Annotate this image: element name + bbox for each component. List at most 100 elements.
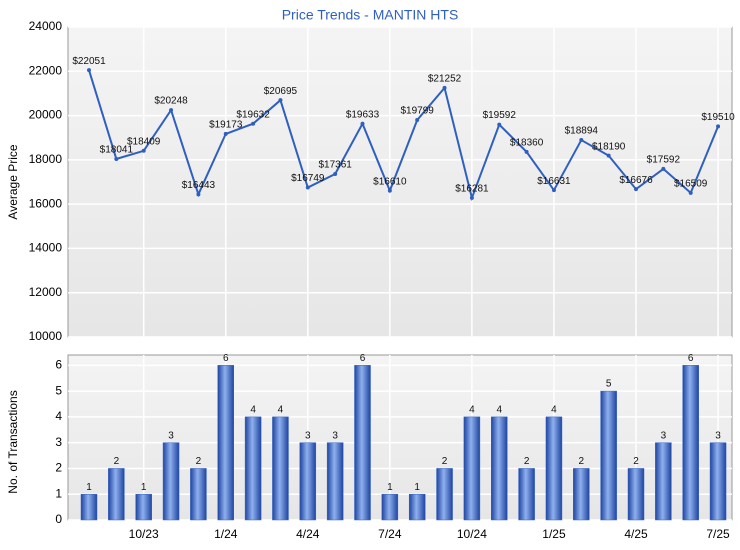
value-label: 1 (141, 482, 147, 493)
y-tick-label: 4 (55, 409, 62, 423)
value-label: 2 (633, 456, 639, 467)
value-label: $16610 (373, 176, 407, 187)
value-label: $22051 (72, 56, 106, 67)
value-label: $19510 (701, 112, 735, 123)
value-label: $16509 (674, 179, 708, 190)
value-label: 5 (606, 379, 612, 390)
value-label: $20695 (264, 86, 298, 97)
x-tick-label: 7/25 (706, 527, 730, 541)
plot-area (67, 26, 733, 338)
value-label: 2 (114, 456, 120, 467)
x-tick-label: 1/24 (214, 527, 238, 541)
value-label: 6 (360, 353, 366, 364)
y-tick-label: 10000 (29, 329, 63, 343)
x-tick-label: 7/24 (378, 527, 402, 541)
value-label: 2 (442, 456, 448, 467)
value-label: $19632 (236, 109, 270, 120)
value-label: $16749 (291, 173, 325, 184)
value-label: 1 (414, 482, 420, 493)
value-label: 4 (551, 405, 557, 416)
y-tick-label: 6 (55, 357, 62, 371)
point (305, 185, 310, 190)
point (579, 138, 584, 143)
value-label: $16443 (182, 180, 216, 191)
point (716, 124, 721, 129)
point (223, 131, 228, 136)
point (196, 192, 201, 197)
y-tick-label: 20000 (29, 108, 63, 122)
bar (190, 468, 207, 521)
value-label: 1 (86, 482, 92, 493)
point (551, 188, 556, 193)
value-label: $19173 (209, 120, 243, 131)
value-label: 2 (524, 456, 530, 467)
value-label: 4 (469, 405, 475, 416)
bar (436, 468, 453, 521)
value-label: 3 (168, 430, 174, 441)
y-tick-label: 16000 (29, 196, 63, 210)
point (141, 148, 146, 153)
x-tick-label: 10/24 (457, 527, 487, 541)
bar (326, 442, 344, 521)
bar (408, 493, 426, 521)
value-label: $17592 (647, 155, 681, 166)
y-tick-label: 22000 (29, 63, 63, 77)
point (278, 98, 283, 103)
bar (600, 390, 617, 521)
point (360, 121, 365, 126)
value-label: $16631 (537, 176, 571, 187)
x-tick-label: 1/25 (542, 527, 566, 541)
bar (491, 416, 508, 521)
value-label: 2 (196, 456, 202, 467)
price-line (88, 69, 719, 202)
point (87, 68, 91, 73)
y-tick-label: 24000 (29, 19, 63, 33)
value-label: 3 (332, 430, 338, 441)
value-label: 6 (688, 353, 694, 364)
point (524, 149, 529, 154)
point (114, 156, 119, 161)
y-tick-label: 0 (55, 512, 62, 526)
point (333, 172, 338, 177)
y-tick-label: 1 (55, 486, 62, 500)
value-label: 4 (250, 405, 256, 416)
value-label: $20248 (154, 96, 188, 107)
bar (135, 493, 152, 521)
y-axis-label: Average Price (6, 144, 20, 219)
y-tick-label: 3 (55, 435, 62, 449)
value-label: $18409 (127, 136, 161, 147)
value-label: 3 (715, 430, 721, 441)
value-label: 1 (387, 482, 393, 493)
value-label: $17361 (318, 160, 352, 171)
value-label: $21252 (428, 73, 462, 84)
bar (627, 468, 645, 521)
value-label: 3 (661, 430, 667, 441)
bar (463, 416, 481, 521)
bar (381, 493, 399, 521)
point (497, 122, 502, 127)
point (387, 188, 392, 193)
value-label: $19592 (483, 110, 517, 121)
point (661, 166, 666, 171)
x-tick-label: 4/25 (624, 527, 648, 541)
bar (655, 442, 672, 521)
value-label: $18041 (100, 145, 134, 156)
value-label: 6 (223, 353, 229, 364)
y-tick-label: 14000 (29, 241, 63, 255)
bar (244, 416, 262, 521)
bar (573, 468, 590, 521)
value-label: $18894 (565, 126, 599, 137)
value-label: $19633 (346, 109, 380, 120)
value-label: $19799 (401, 106, 435, 117)
y-tick-label: 5 (55, 383, 62, 397)
bar (545, 416, 563, 521)
value-label: 3 (305, 430, 311, 441)
bar (162, 442, 180, 521)
y-tick-label: 12000 (29, 285, 63, 299)
point (469, 195, 474, 200)
bar (682, 365, 699, 521)
bar (80, 493, 98, 521)
bar (354, 365, 371, 521)
point (688, 190, 693, 195)
